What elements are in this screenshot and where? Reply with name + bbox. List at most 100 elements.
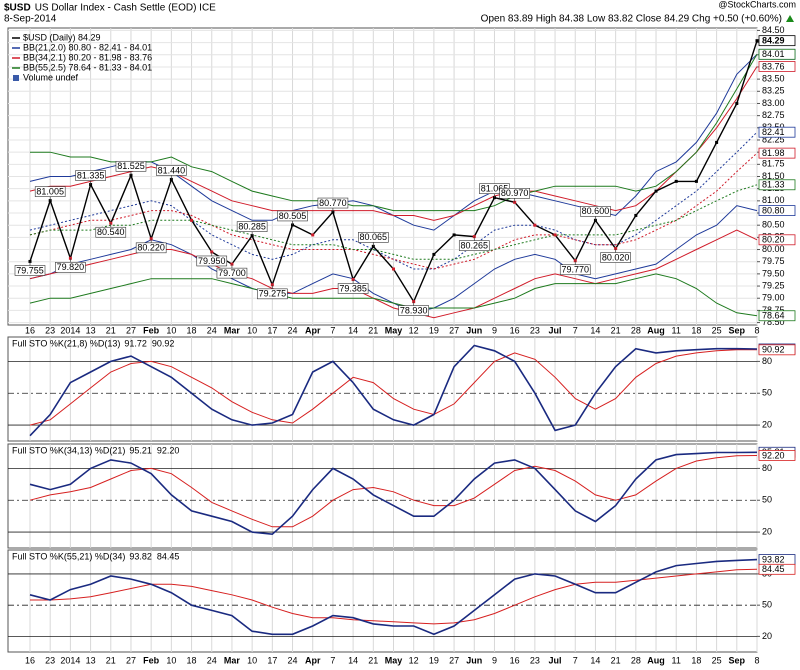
price-marker xyxy=(674,179,678,183)
x-tick-label: 27 xyxy=(126,325,136,335)
y-tick-label: 50 xyxy=(762,495,772,505)
value-label-box xyxy=(135,242,167,254)
x-tick-label: 10 xyxy=(247,325,257,335)
stoch-line xyxy=(29,451,758,536)
value-label: 78.930 xyxy=(400,306,428,316)
x-tick-label: 21 xyxy=(106,325,116,335)
x-tick-label: 8 xyxy=(754,655,759,665)
x-tick-label: 23 xyxy=(530,655,540,665)
y-tick-label: 20 xyxy=(762,526,772,536)
x-tick-label: 13 xyxy=(86,325,96,335)
y-tick-label: 80.50 xyxy=(762,220,785,230)
panel-value: 95.21 xyxy=(129,445,152,455)
y-tick-label: 80.00 xyxy=(762,244,785,254)
y-tick-label: 83.50 xyxy=(762,73,785,83)
y-tick-label: 50 xyxy=(762,388,772,398)
value-label-box xyxy=(196,255,228,267)
value-label-box xyxy=(458,240,490,251)
x-tick-label: 2014 xyxy=(60,655,80,665)
x-tick-label: Jul xyxy=(549,655,562,665)
value-label: 81.440 xyxy=(158,165,186,175)
x-tick-label: 23 xyxy=(45,325,55,335)
x-tick-label: 24 xyxy=(207,655,217,665)
x-tick-label: 7 xyxy=(330,325,335,335)
band-upper xyxy=(30,54,758,212)
x-tick-label: 19 xyxy=(429,655,439,665)
x-tick-label: 16 xyxy=(25,655,35,665)
chart-title: US Dollar Index - Cash Settle (EOD) ICE xyxy=(35,3,216,14)
y-tick-label: 81.50 xyxy=(762,171,785,181)
value-label-box xyxy=(34,186,66,197)
y-tick-label: 81.75 xyxy=(762,159,785,169)
value-label: 80.505 xyxy=(279,211,307,221)
x-tick-label: 7 xyxy=(573,325,578,335)
value-label: 79.770 xyxy=(561,265,589,275)
value-label-box xyxy=(75,170,106,181)
value-label-box xyxy=(115,160,147,172)
price-marker xyxy=(311,233,315,237)
price-marker xyxy=(654,189,658,193)
x-tick-label: 21 xyxy=(611,325,621,335)
x-tick-label: 14 xyxy=(348,655,358,665)
x-tick-label: 16 xyxy=(510,325,520,335)
x-tick-label: 23 xyxy=(45,655,55,665)
x-tick-label: 14 xyxy=(590,325,600,335)
x-tick-label: 2014 xyxy=(60,325,80,335)
x-tick-label: 11 xyxy=(672,325,681,335)
price-marker xyxy=(755,39,759,43)
x-tick-label: 12 xyxy=(409,325,419,335)
price-marker xyxy=(533,223,537,227)
y-tick-label: 79.50 xyxy=(762,268,785,278)
panel-title: Full STO %K(55,21) %D(34) xyxy=(12,551,125,561)
x-tick-label: 17 xyxy=(267,325,277,335)
up-arrow xyxy=(786,15,794,22)
x-tick-label: Sep xyxy=(729,325,746,335)
source: @StockCharts.com xyxy=(718,0,796,9)
value-label-box xyxy=(55,261,86,273)
panel-title: Full STO %K(34,13) %D(21) xyxy=(12,445,125,455)
panel-value: 90.92 xyxy=(152,338,175,348)
value-label-box xyxy=(257,288,288,300)
x-tick-label: 28 xyxy=(631,655,641,665)
y-tick-label: 82.75 xyxy=(762,110,785,120)
value-label: 81.005 xyxy=(36,186,64,196)
date: 8-Sep-2014 xyxy=(4,14,57,25)
value-label-box xyxy=(559,264,591,276)
y-tick-label: 84.50 xyxy=(762,25,785,35)
x-tick-label: Mar xyxy=(224,325,241,335)
end-label-box xyxy=(758,147,796,159)
panel-value: 92.20 xyxy=(157,445,180,455)
price-marker xyxy=(190,218,194,222)
end-label-box xyxy=(758,35,796,47)
x-tick-label: 19 xyxy=(429,325,439,335)
value-label: 79.950 xyxy=(198,256,226,266)
x-tick-label: 7 xyxy=(573,655,578,665)
y-tick-label: 78.50 xyxy=(762,317,785,327)
price-marker xyxy=(634,213,638,217)
end-label-box xyxy=(758,344,796,356)
x-tick-label: 18 xyxy=(187,325,197,335)
legend-entry: Volume undef xyxy=(23,72,79,82)
end-label: 84.01 xyxy=(762,49,785,59)
x-tick-label: 18 xyxy=(187,655,197,665)
end-label: 92.20 xyxy=(762,450,785,460)
x-tick-label: 11 xyxy=(672,655,681,665)
end-label-box xyxy=(758,563,796,575)
value-label-box xyxy=(156,165,187,176)
x-tick-label: 14 xyxy=(590,655,600,665)
end-label: 81.33 xyxy=(762,180,785,190)
end-label-box xyxy=(758,179,796,191)
stoch-line xyxy=(29,349,758,426)
x-tick-label: 18 xyxy=(691,655,701,665)
x-tick-label: 18 xyxy=(691,325,701,335)
value-label: 80.970 xyxy=(501,188,529,198)
value-label-box xyxy=(398,305,429,316)
y-tick-label: 83.00 xyxy=(762,98,785,108)
x-tick-label: Apr xyxy=(305,325,321,335)
end-label: 82.41 xyxy=(762,127,785,137)
legend-swatch xyxy=(13,75,19,81)
panel-value: 93.82 xyxy=(129,551,152,561)
value-label: 79.275 xyxy=(259,289,287,299)
x-tick-label: Aug xyxy=(647,655,665,665)
